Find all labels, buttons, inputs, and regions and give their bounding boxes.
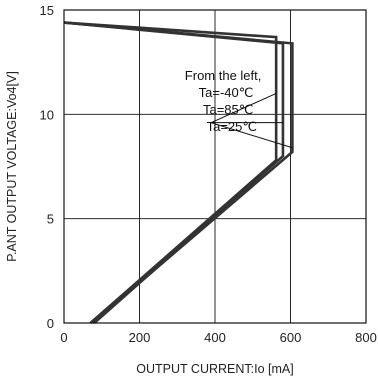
annotation-line: From the left, bbox=[185, 68, 262, 83]
series-group bbox=[63, 21, 294, 324]
y-tick-label: 10 bbox=[40, 107, 54, 122]
y-tick-label: 5 bbox=[47, 212, 54, 227]
x-tick-label: 600 bbox=[280, 330, 302, 345]
annotation-line: Ta=25℃ bbox=[207, 119, 257, 134]
series-line bbox=[63, 21, 294, 324]
annotation-leaders bbox=[210, 93, 293, 149]
annotation-leader-line bbox=[210, 122, 293, 149]
x-tick-label: 0 bbox=[60, 330, 67, 345]
annotation-text: From the left, Ta=-40℃ Ta=85℃ Ta=25℃ bbox=[185, 68, 265, 134]
series-line bbox=[63, 21, 278, 324]
annotation-line: Ta=-40℃ bbox=[199, 85, 254, 100]
x-tick-label: 200 bbox=[129, 330, 151, 345]
grid bbox=[64, 10, 366, 323]
annotation-line: Ta=85℃ bbox=[203, 102, 253, 117]
x-tick-label: 400 bbox=[204, 330, 226, 345]
annotation-leader-line bbox=[210, 93, 277, 124]
y-tick-label: 15 bbox=[40, 3, 54, 18]
x-tick-label: 800 bbox=[355, 330, 377, 345]
plot-frame bbox=[63, 9, 367, 324]
y-tick-label: 0 bbox=[47, 316, 54, 331]
x-axis-title: OUTPUT CURRENT:Io [mA] bbox=[136, 362, 293, 376]
y-axis-title: P.ANT OUTPUT VOLTAGE:Vo4[V] bbox=[5, 71, 19, 262]
tick-labels: 0 200 400 600 800 0 5 10 15 bbox=[40, 3, 377, 345]
